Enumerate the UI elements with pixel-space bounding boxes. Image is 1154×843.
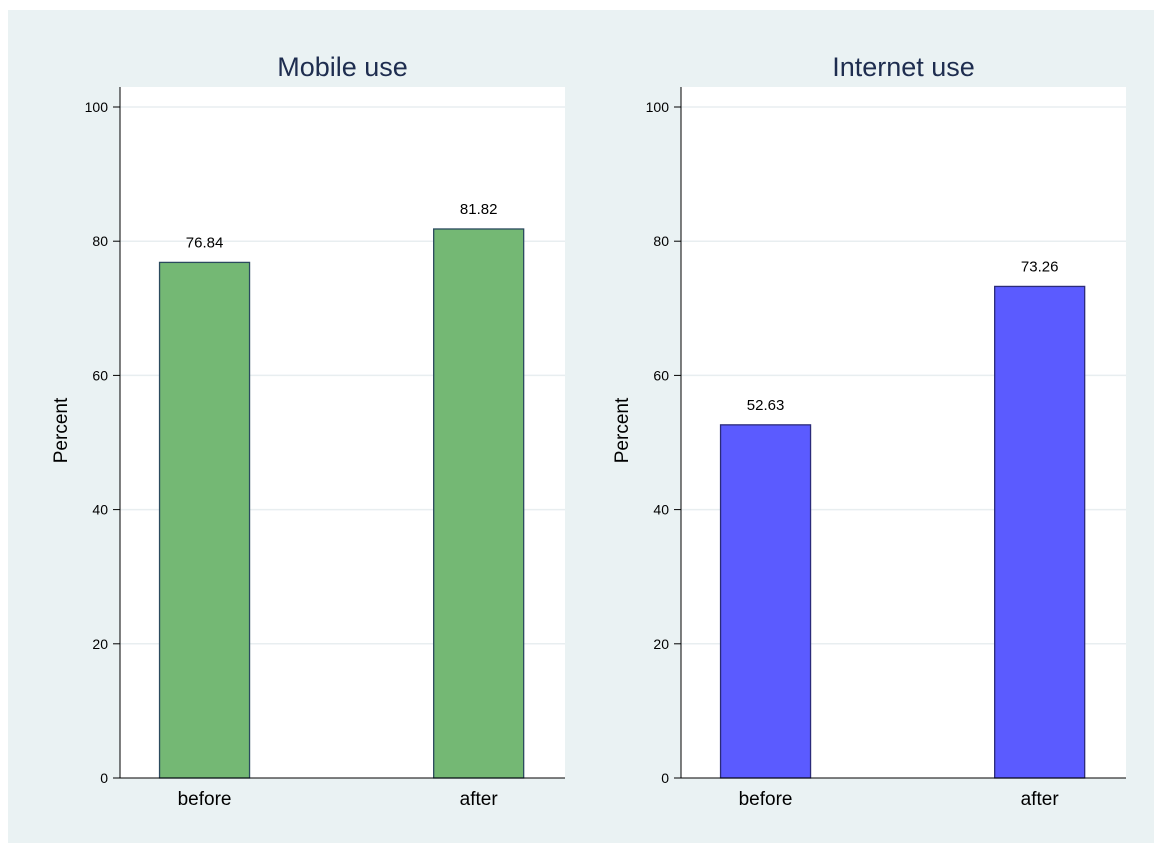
x-tick-label: before	[178, 789, 232, 810]
y-tick-label: 60	[653, 367, 669, 383]
bar-after	[433, 228, 525, 779]
bars	[719, 285, 1086, 779]
y-axis-title: Percent	[612, 397, 633, 463]
labels: 52.63 before 73.26 after	[739, 258, 1060, 810]
chart-panel-mobile-use: 0 20 40 60 80 100 76.84 before 81.82 after Mobil…	[51, 52, 565, 810]
y-tick-label: 80	[653, 233, 669, 249]
bar-after	[994, 285, 1086, 779]
bars	[158, 228, 525, 779]
chart-panel-internet-use: 0 20 40 60 80 100 52.63 before 73.26 after Inter…	[612, 52, 1126, 810]
axes	[680, 87, 1126, 779]
y-tick-label: 0	[100, 770, 108, 786]
y-axis-title: Percent	[51, 397, 72, 463]
x-tick-label: after	[460, 789, 499, 810]
y-tick-label: 40	[653, 502, 669, 518]
y-tick-label: 20	[653, 636, 669, 652]
bar-before	[719, 424, 812, 779]
y-tick-label: 100	[646, 99, 670, 115]
data-label: 81.82	[460, 201, 498, 218]
y-tick-label: 80	[92, 233, 108, 249]
y-ticks: 0 20 40 60 80 100	[646, 99, 681, 786]
x-tick-label: before	[739, 789, 793, 810]
y-tick-label: 100	[85, 99, 109, 115]
y-tick-label: 60	[92, 367, 108, 383]
axes	[119, 87, 565, 779]
bar-before	[158, 261, 251, 779]
chart-title: Mobile use	[277, 52, 408, 82]
labels: 76.84 before 81.82 after	[178, 201, 499, 810]
x-tick-label: after	[1021, 789, 1060, 810]
y-tick-label: 40	[92, 502, 108, 518]
chart-title: Internet use	[832, 52, 975, 82]
data-label: 76.84	[186, 234, 224, 251]
data-label: 52.63	[747, 397, 785, 414]
y-ticks: 0 20 40 60 80 100	[85, 99, 120, 786]
data-label: 73.26	[1021, 258, 1059, 275]
y-tick-label: 20	[92, 636, 108, 652]
y-tick-label: 0	[661, 770, 669, 786]
